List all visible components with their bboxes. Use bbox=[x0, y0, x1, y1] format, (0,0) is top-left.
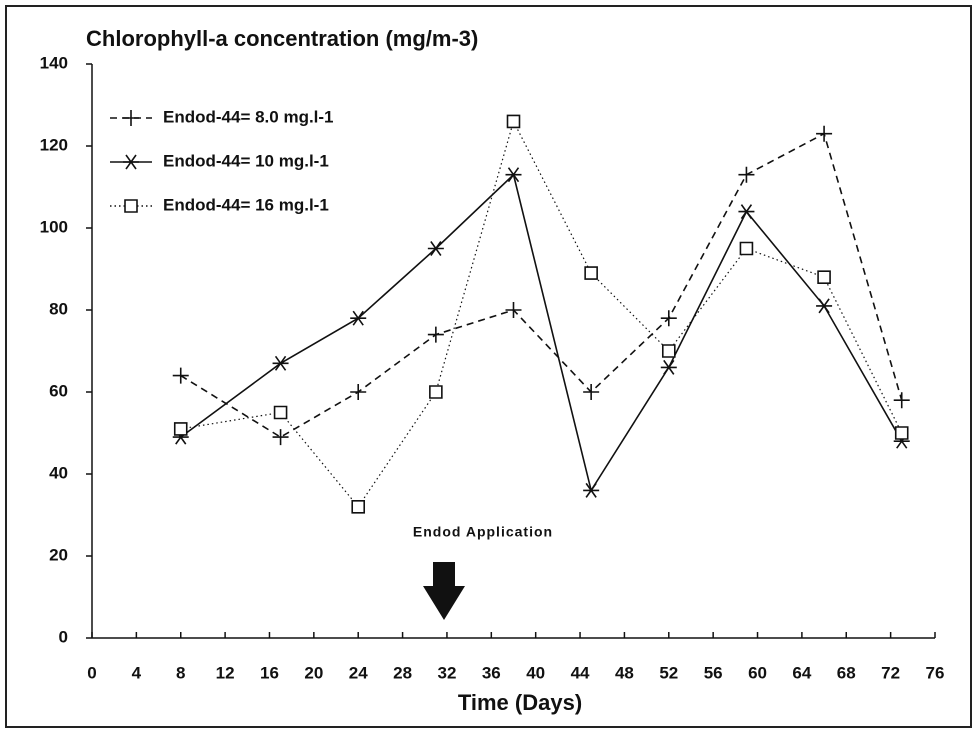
x-tick-label: 56 bbox=[704, 663, 723, 682]
data-point bbox=[739, 241, 754, 256]
data-point bbox=[506, 114, 521, 129]
x-tick-label: 24 bbox=[349, 663, 368, 682]
series-line bbox=[180, 173, 903, 493]
x-tick-label: 68 bbox=[837, 663, 856, 682]
data-point bbox=[738, 166, 755, 183]
y-tick-label: 20 bbox=[49, 545, 68, 564]
x-tick-label: 40 bbox=[526, 663, 545, 682]
x-tick-label: 20 bbox=[304, 663, 323, 682]
data-point bbox=[583, 482, 600, 498]
x-axis-label: Time (Days) bbox=[458, 690, 582, 715]
data-point bbox=[584, 266, 598, 280]
y-tick-label: 120 bbox=[40, 135, 68, 154]
x-tick-label: 64 bbox=[792, 663, 811, 682]
data-point bbox=[172, 367, 189, 384]
y-tick-label: 60 bbox=[49, 381, 68, 400]
x-tick-label: 36 bbox=[482, 663, 501, 682]
x-tick-label: 60 bbox=[748, 663, 767, 682]
data-point bbox=[173, 422, 188, 436]
x-tick-label: 76 bbox=[926, 663, 945, 682]
data-point bbox=[583, 384, 600, 400]
data-point bbox=[660, 310, 677, 327]
data-point bbox=[351, 500, 366, 514]
x-tick-label: 28 bbox=[393, 663, 412, 682]
x-tick-label: 8 bbox=[176, 663, 185, 682]
frame bbox=[5, 5, 972, 728]
legend-label: Endod-44= 16 mg.l-1 bbox=[163, 195, 329, 214]
x-tick-label: 4 bbox=[132, 663, 142, 682]
x-tick-label: 48 bbox=[615, 663, 634, 682]
y-tick-label: 0 bbox=[59, 627, 68, 646]
annotation-arrow bbox=[423, 562, 465, 620]
x-tick-label: 32 bbox=[437, 663, 456, 682]
data-point bbox=[816, 298, 833, 314]
data-point bbox=[817, 270, 831, 284]
x-tick-label: 72 bbox=[881, 663, 900, 682]
data-point bbox=[505, 302, 522, 318]
x-tick-label: 12 bbox=[216, 663, 235, 682]
data-point bbox=[894, 426, 909, 440]
data-point bbox=[272, 355, 289, 371]
legend-marker bbox=[123, 110, 139, 126]
x-tick-label: 52 bbox=[659, 663, 678, 682]
data-point bbox=[738, 204, 755, 220]
series-line bbox=[180, 119, 903, 508]
y-tick-label: 80 bbox=[49, 299, 68, 318]
data-point bbox=[661, 344, 676, 358]
legend-marker bbox=[123, 154, 139, 170]
y-tick-label: 100 bbox=[40, 217, 68, 236]
data-point bbox=[350, 384, 367, 400]
data-point bbox=[816, 125, 833, 142]
annotation: Endod Application bbox=[413, 524, 553, 540]
legend-label: Endod-44= 10 mg.l-1 bbox=[163, 151, 329, 170]
x-tick-label: 44 bbox=[571, 663, 590, 682]
data-point bbox=[429, 385, 443, 399]
legend-marker bbox=[124, 199, 138, 213]
data-point bbox=[272, 429, 289, 446]
data-point bbox=[893, 392, 910, 409]
data-point bbox=[350, 310, 367, 326]
chart-title: Chlorophyll-a concentration (mg/m-3) bbox=[86, 26, 478, 51]
data-point bbox=[427, 241, 444, 256]
series-line bbox=[180, 132, 903, 439]
y-tick-label: 140 bbox=[40, 53, 68, 72]
x-tick-label: 16 bbox=[260, 663, 279, 682]
legend-label: Endod-44= 8.0 mg.l-1 bbox=[163, 107, 334, 126]
data-point bbox=[427, 326, 444, 343]
data-point bbox=[273, 405, 288, 420]
data-point bbox=[660, 359, 677, 375]
y-tick-label: 40 bbox=[49, 463, 68, 482]
x-tick-label: 0 bbox=[87, 663, 96, 682]
data-point bbox=[505, 167, 522, 183]
